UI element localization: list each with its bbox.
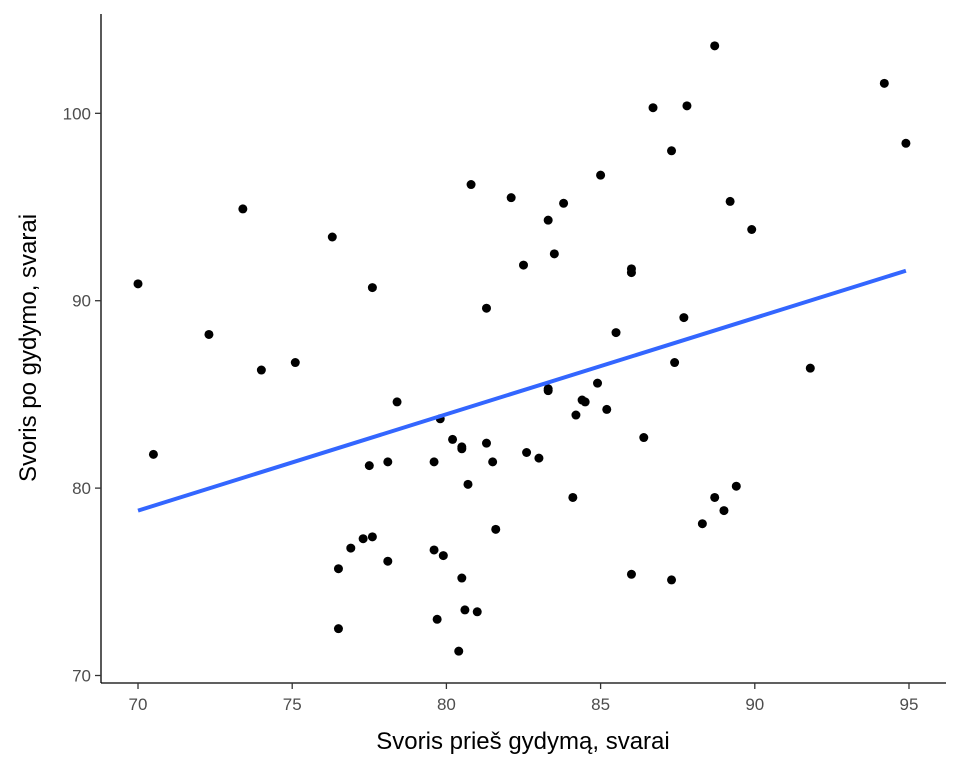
x-ticks: 70 75 80 85 90 95 <box>129 683 919 714</box>
data-point <box>901 138 911 148</box>
data-point <box>506 193 516 203</box>
data-point <box>670 358 680 368</box>
data-point <box>364 461 374 471</box>
data-point <box>346 543 356 553</box>
data-point <box>457 573 467 583</box>
data-point <box>568 492 578 502</box>
data-point <box>522 448 532 458</box>
axes <box>100 14 946 684</box>
data-point <box>148 449 158 459</box>
x-tick-label: 95 <box>900 695 919 714</box>
y-tick-label: 70 <box>72 667 91 686</box>
data-point <box>682 101 692 111</box>
data-point <box>460 605 470 615</box>
data-point <box>488 457 498 467</box>
data-point <box>367 283 377 293</box>
data-point <box>626 268 636 278</box>
data-point <box>491 524 501 534</box>
data-point <box>667 146 677 156</box>
data-point <box>697 519 707 529</box>
data-point <box>448 434 458 444</box>
data-point <box>747 225 757 235</box>
data-point <box>549 249 559 259</box>
data-point <box>580 397 590 407</box>
data-point <box>593 378 603 388</box>
data-point <box>383 457 393 467</box>
data-point <box>463 479 473 489</box>
data-point <box>333 624 343 634</box>
y-tick-label: 100 <box>63 104 91 123</box>
data-point <box>626 569 636 579</box>
data-point <box>481 303 491 313</box>
x-tick-label: 75 <box>283 695 302 714</box>
data-point <box>725 196 735 206</box>
data-point <box>454 646 464 656</box>
data-point <box>333 564 343 574</box>
data-point <box>611 328 621 338</box>
data-point <box>432 614 442 624</box>
data-point <box>710 492 720 502</box>
data-point <box>719 506 729 516</box>
data-point <box>731 481 741 491</box>
data-point <box>327 232 337 242</box>
data-point <box>367 532 377 542</box>
x-axis-title: Svoris prieš gydymą, svarai <box>376 728 669 755</box>
data-point <box>358 534 368 544</box>
data-point <box>571 410 581 420</box>
data-point <box>559 198 569 208</box>
regression-line <box>137 268 907 513</box>
data-point <box>596 170 606 180</box>
data-point <box>457 442 467 452</box>
data-point <box>879 78 889 88</box>
y-ticks: 70 80 90 100 <box>63 104 101 686</box>
data-point <box>519 260 528 270</box>
data-point <box>429 457 439 467</box>
data-point <box>429 545 439 555</box>
data-point <box>648 103 658 113</box>
x-tick-label: 90 <box>745 695 764 714</box>
data-point <box>710 41 720 51</box>
data-point <box>392 397 402 407</box>
y-tick-label: 90 <box>72 292 91 311</box>
data-point <box>667 575 677 585</box>
x-tick-label: 70 <box>129 695 148 714</box>
x-tick-label: 80 <box>437 695 456 714</box>
data-point <box>534 453 544 463</box>
data-point <box>639 433 649 443</box>
data-point <box>438 551 448 561</box>
data-point <box>472 607 482 617</box>
data-point <box>238 204 248 214</box>
data-point <box>256 365 266 375</box>
data-point <box>383 556 393 566</box>
plot-marks <box>133 41 911 656</box>
data-point <box>543 215 553 225</box>
data-point <box>805 363 815 373</box>
data-point <box>481 438 491 448</box>
data-point <box>543 386 553 396</box>
data-point <box>602 404 612 414</box>
data-point <box>466 180 476 190</box>
data-point <box>679 313 689 323</box>
data-point <box>204 329 214 339</box>
x-tick-label: 85 <box>591 695 610 714</box>
data-point <box>290 358 300 368</box>
y-axis-title: Svoris po gydymo, svarai <box>15 214 42 482</box>
y-tick-label: 80 <box>72 479 91 498</box>
data-point <box>133 279 143 289</box>
